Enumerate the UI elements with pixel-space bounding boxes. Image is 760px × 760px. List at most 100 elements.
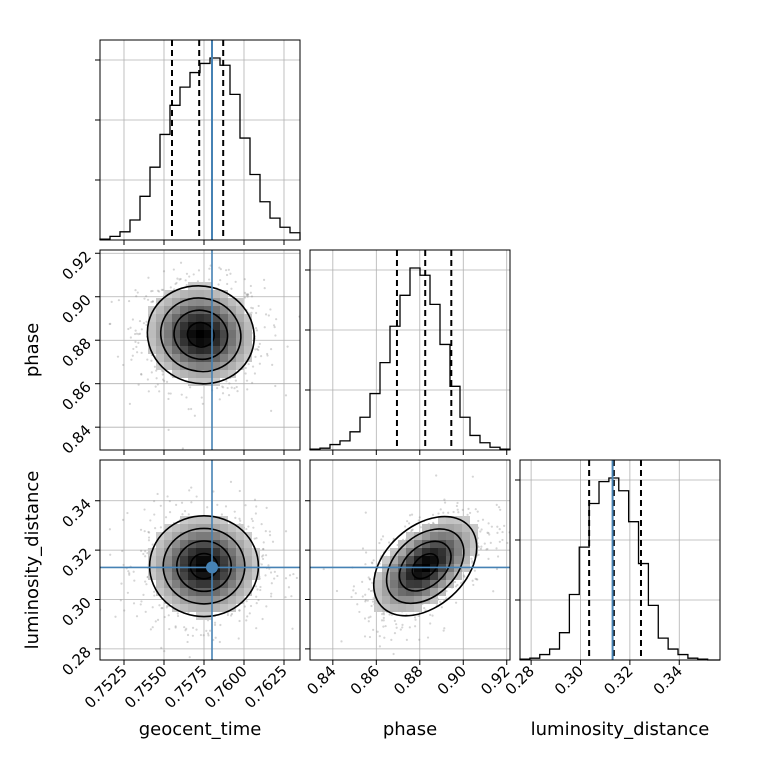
density-cell	[228, 588, 236, 596]
x-tick-label: 0.7525	[81, 662, 131, 712]
density-cell	[398, 604, 406, 612]
sample-point	[495, 567, 499, 571]
sample-point	[395, 626, 398, 629]
density-cell	[244, 346, 252, 354]
sample-point	[262, 547, 265, 551]
sample-point	[269, 595, 273, 598]
density-cell	[406, 604, 414, 612]
sample-point	[138, 332, 142, 335]
sample-point	[456, 501, 459, 505]
sample-point	[162, 270, 166, 273]
sample-point	[378, 634, 381, 638]
sample-point	[471, 560, 474, 563]
sample-point	[401, 626, 404, 629]
sample-point	[426, 636, 430, 639]
sample-point	[150, 371, 153, 374]
sample-point	[160, 607, 163, 610]
density-cell	[180, 298, 188, 306]
sample-point	[257, 304, 260, 308]
sample-point	[263, 287, 266, 290]
density-cell	[196, 556, 204, 564]
sample-point	[498, 540, 501, 543]
sample-point	[479, 530, 482, 533]
sample-point	[190, 486, 193, 489]
sample-point	[237, 637, 240, 640]
truth-marker	[206, 561, 218, 574]
sample-point	[486, 531, 489, 534]
density-cell	[228, 322, 236, 330]
sample-point	[151, 606, 154, 609]
density-cell	[414, 604, 422, 612]
density-cell	[220, 572, 228, 580]
contour-line	[173, 309, 229, 361]
sample-point	[371, 600, 375, 603]
density-cell	[148, 314, 156, 322]
density-cell	[180, 556, 188, 564]
sample-point	[145, 323, 148, 327]
density-cell	[196, 330, 204, 338]
sample-point	[133, 579, 136, 582]
density-cell	[228, 572, 236, 580]
sample-point	[382, 619, 385, 622]
sample-point	[244, 372, 247, 375]
sample-point	[245, 294, 248, 297]
sample-point	[414, 618, 417, 621]
sample-point	[452, 510, 455, 514]
sample-point	[208, 267, 211, 270]
density-cell	[236, 314, 244, 322]
sample-point	[258, 342, 261, 346]
sample-point	[218, 398, 221, 401]
sample-point	[480, 528, 483, 531]
sample-point	[290, 595, 293, 598]
sample-point	[179, 261, 183, 264]
density-cell	[212, 572, 220, 580]
sample-point	[489, 541, 492, 544]
contour-line	[176, 540, 233, 593]
sample-point	[261, 617, 264, 621]
density-cell	[220, 540, 228, 548]
sample-point	[176, 612, 179, 615]
sample-point	[497, 506, 501, 509]
sample-point	[109, 553, 112, 556]
sample-point	[185, 627, 188, 630]
density-cell	[188, 314, 196, 322]
density-cell	[454, 540, 462, 548]
density-cell	[164, 298, 172, 306]
sample-point	[153, 594, 156, 597]
sample-point	[261, 557, 265, 561]
density-cell	[422, 556, 430, 564]
sample-point	[132, 570, 135, 573]
sample-point	[370, 604, 373, 608]
density-cell	[204, 516, 212, 524]
sample-point	[249, 291, 252, 294]
density-cell	[228, 354, 236, 362]
sample-point	[188, 386, 192, 389]
sample-point	[128, 573, 131, 576]
density-cell	[148, 306, 156, 314]
density-cell	[422, 572, 430, 580]
density-cell	[204, 556, 212, 564]
density-cell	[172, 604, 180, 612]
sample-point	[487, 522, 490, 525]
sample-point	[166, 604, 169, 607]
density-cell	[212, 516, 220, 524]
x-tick-label: 0.7550	[121, 662, 171, 712]
density-cell	[196, 362, 204, 370]
density-cell	[390, 548, 398, 556]
sample-point	[408, 626, 411, 629]
sample-point	[496, 525, 499, 528]
density-cell	[156, 548, 164, 556]
density-cell	[430, 524, 438, 532]
sample-point	[126, 511, 129, 515]
density-cell	[156, 580, 164, 588]
sample-point	[471, 475, 474, 478]
y-tick-label: 0.90	[58, 291, 94, 327]
density-cell	[212, 322, 220, 330]
sample-point	[246, 293, 249, 296]
sample-point	[356, 603, 359, 606]
sample-point	[487, 531, 490, 535]
sample-point	[238, 609, 241, 612]
sample-point	[220, 513, 224, 516]
sample-point	[284, 577, 288, 580]
